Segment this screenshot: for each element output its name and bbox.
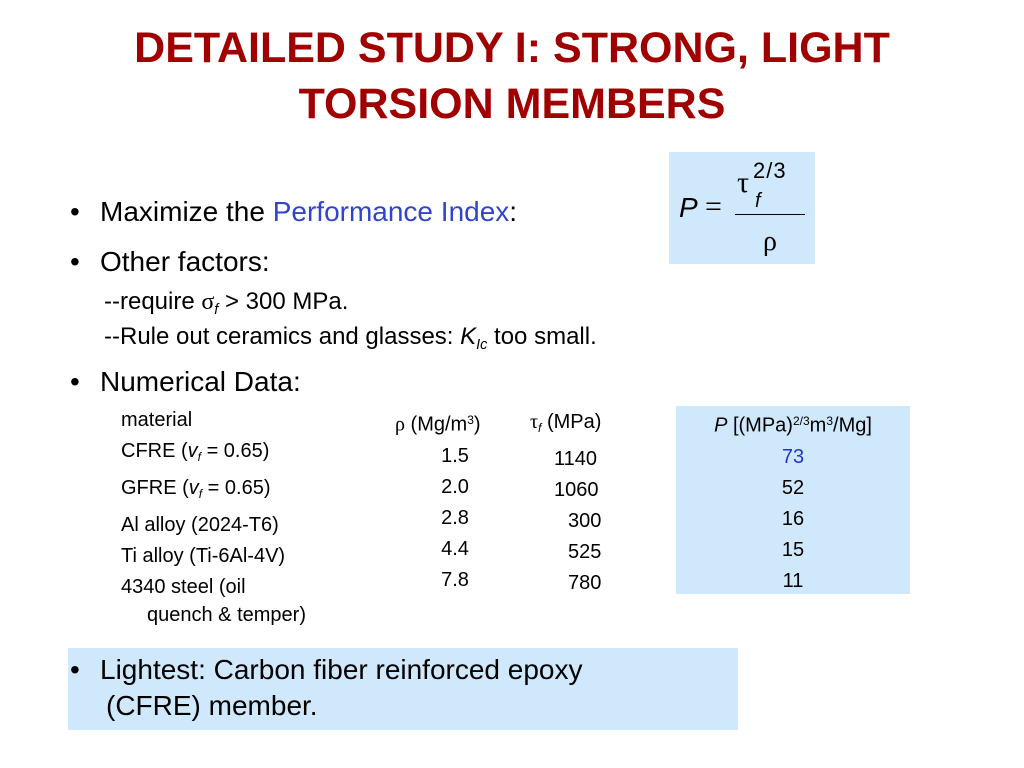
rule-out-suffix: too small. bbox=[487, 323, 597, 350]
rule-out-prefix: --Rule out ceramics and glasses: bbox=[104, 323, 461, 350]
bullet-dot: • bbox=[70, 246, 80, 277]
bullet-numerical-data: • Numerical Data: bbox=[70, 365, 301, 399]
rho-unit-exponent: 3 bbox=[467, 413, 474, 427]
conclusion-text: Lightest: Carbon fiber reinforced epoxy bbox=[100, 654, 583, 685]
bullet-dot: • bbox=[70, 654, 80, 685]
slide-title: DETAILED STUDY I: STRONG, LIGHT TORSION … bbox=[0, 20, 1024, 132]
conclusion-line-1: • Lightest: Carbon fiber reinforced epoxy bbox=[70, 652, 583, 688]
strength-value: 780 bbox=[568, 572, 602, 595]
tau-subscript: f bbox=[538, 421, 542, 436]
bullet-dot: • bbox=[70, 196, 80, 227]
tau-unit: (MPa) bbox=[541, 411, 602, 433]
strength-column: τf (MPa) 1140 1060 300 525 780 bbox=[530, 407, 640, 599]
conclusion-box: • Lightest: Carbon fiber reinforced epoxy… bbox=[68, 648, 738, 730]
material-column: material CFRE (vf = 0.65) GFRE (vf = 0.6… bbox=[121, 405, 306, 627]
density-value: 7.8 bbox=[441, 568, 469, 591]
v-symbol: v bbox=[188, 477, 199, 500]
tau-symbol: τ bbox=[530, 411, 539, 433]
formula-fraction-bar bbox=[735, 214, 805, 215]
performance-index-value: 11 bbox=[782, 569, 804, 592]
material-fraction: = 0.65) bbox=[202, 477, 271, 500]
require-prefix: --require bbox=[104, 288, 202, 315]
formula-equals: = bbox=[705, 190, 722, 223]
require-suffix: > 300 MPa. bbox=[218, 288, 349, 315]
material-name: CFRE ( bbox=[121, 440, 188, 462]
strength-value: 1060 bbox=[554, 479, 599, 502]
density-column: ρ (Mg/m3) 1.5 2.0 2.8 4.4 7.8 bbox=[395, 405, 515, 596]
k-symbol: K bbox=[460, 323, 477, 350]
performance-index-header: P [(MPa)2/3m3/Mg] bbox=[676, 406, 910, 442]
title-line-1: DETAILED STUDY I: STRONG, LIGHT bbox=[134, 24, 890, 72]
density-value: 1.5 bbox=[441, 444, 469, 467]
material-name: GFRE ( bbox=[121, 477, 189, 500]
v-subscript: f bbox=[197, 450, 202, 465]
rho-unit: (Mg/m bbox=[404, 413, 468, 436]
material-row: GFRE (vf = 0.65) bbox=[121, 473, 306, 510]
performance-index-value: 15 bbox=[781, 538, 805, 561]
sigma-subscript: f bbox=[214, 302, 219, 319]
p-symbol: P bbox=[714, 414, 728, 437]
material-row: Al alloy (2024-T6) bbox=[121, 514, 279, 537]
p-unit-exp2: 3 bbox=[826, 414, 834, 428]
material-row: CFRE (vf = 0.65) bbox=[121, 436, 306, 473]
rho-symbol: ρ bbox=[395, 413, 405, 436]
strength-value: 300 bbox=[568, 510, 602, 533]
bullet-maximize: • Maximize the Performance Index: bbox=[70, 195, 517, 229]
bullet-dot: • bbox=[70, 366, 80, 397]
title-line-2: TORSION MEMBERS bbox=[298, 80, 726, 128]
formula-exponent: 2/3 bbox=[753, 158, 787, 183]
formula-tau: τ bbox=[737, 166, 750, 199]
require-line: --require σf > 300 MPa. bbox=[104, 287, 348, 325]
density-value: 4.4 bbox=[441, 537, 469, 560]
other-factors-label: Other factors: bbox=[100, 246, 270, 277]
maximize-prefix: Maximize the bbox=[100, 196, 273, 227]
strength-value: 525 bbox=[568, 541, 602, 564]
material-fraction: = 0.65) bbox=[201, 440, 270, 462]
numerical-data-label: Numerical Data: bbox=[100, 366, 301, 397]
performance-index-formula: P = τ 2/3 f ρ bbox=[669, 152, 815, 264]
material-row: Ti alloy (Ti-6Al-4V) bbox=[121, 545, 286, 568]
k-subscript: Ic bbox=[476, 337, 488, 354]
performance-index-value: 16 bbox=[781, 507, 805, 530]
p-unit-a: [(MPa) bbox=[727, 414, 793, 437]
material-row-continuation: quench & temper) bbox=[147, 604, 306, 627]
rule-out-line: --Rule out ceramics and glasses: KIc too… bbox=[104, 322, 597, 360]
v-symbol: v bbox=[187, 440, 198, 462]
formula-lhs: P bbox=[679, 192, 698, 223]
sigma-symbol: σ bbox=[201, 289, 215, 315]
strength-header: τf (MPa) bbox=[530, 407, 640, 444]
conclusion-line-2: (CFRE) member. bbox=[106, 690, 318, 721]
formula-subscript: f bbox=[755, 190, 761, 212]
material-row: 4340 steel (oil bbox=[121, 576, 246, 599]
bullet-other-factors: • Other factors: bbox=[70, 245, 270, 279]
density-value: 2.8 bbox=[441, 506, 469, 529]
v-subscript: f bbox=[198, 487, 203, 502]
rho-unit-close: ) bbox=[473, 413, 481, 436]
formula-denominator: ρ bbox=[763, 226, 777, 257]
performance-index-column: P [(MPa)2/3m3/Mg] 73 52 16 15 11 bbox=[676, 406, 910, 594]
performance-index-link: Performance Index bbox=[272, 196, 510, 227]
p-unit-exp1: 2/3 bbox=[792, 414, 810, 428]
density-value: 2.0 bbox=[441, 475, 469, 498]
density-header: ρ (Mg/m3) bbox=[395, 405, 515, 441]
material-header: material bbox=[121, 409, 193, 431]
p-unit-b: m bbox=[809, 414, 827, 437]
maximize-suffix: : bbox=[509, 196, 518, 227]
performance-index-value: 52 bbox=[781, 476, 805, 499]
strength-value: 1140 bbox=[554, 448, 598, 471]
p-unit-c: /Mg] bbox=[833, 414, 872, 437]
performance-index-value-best: 73 bbox=[781, 445, 805, 468]
